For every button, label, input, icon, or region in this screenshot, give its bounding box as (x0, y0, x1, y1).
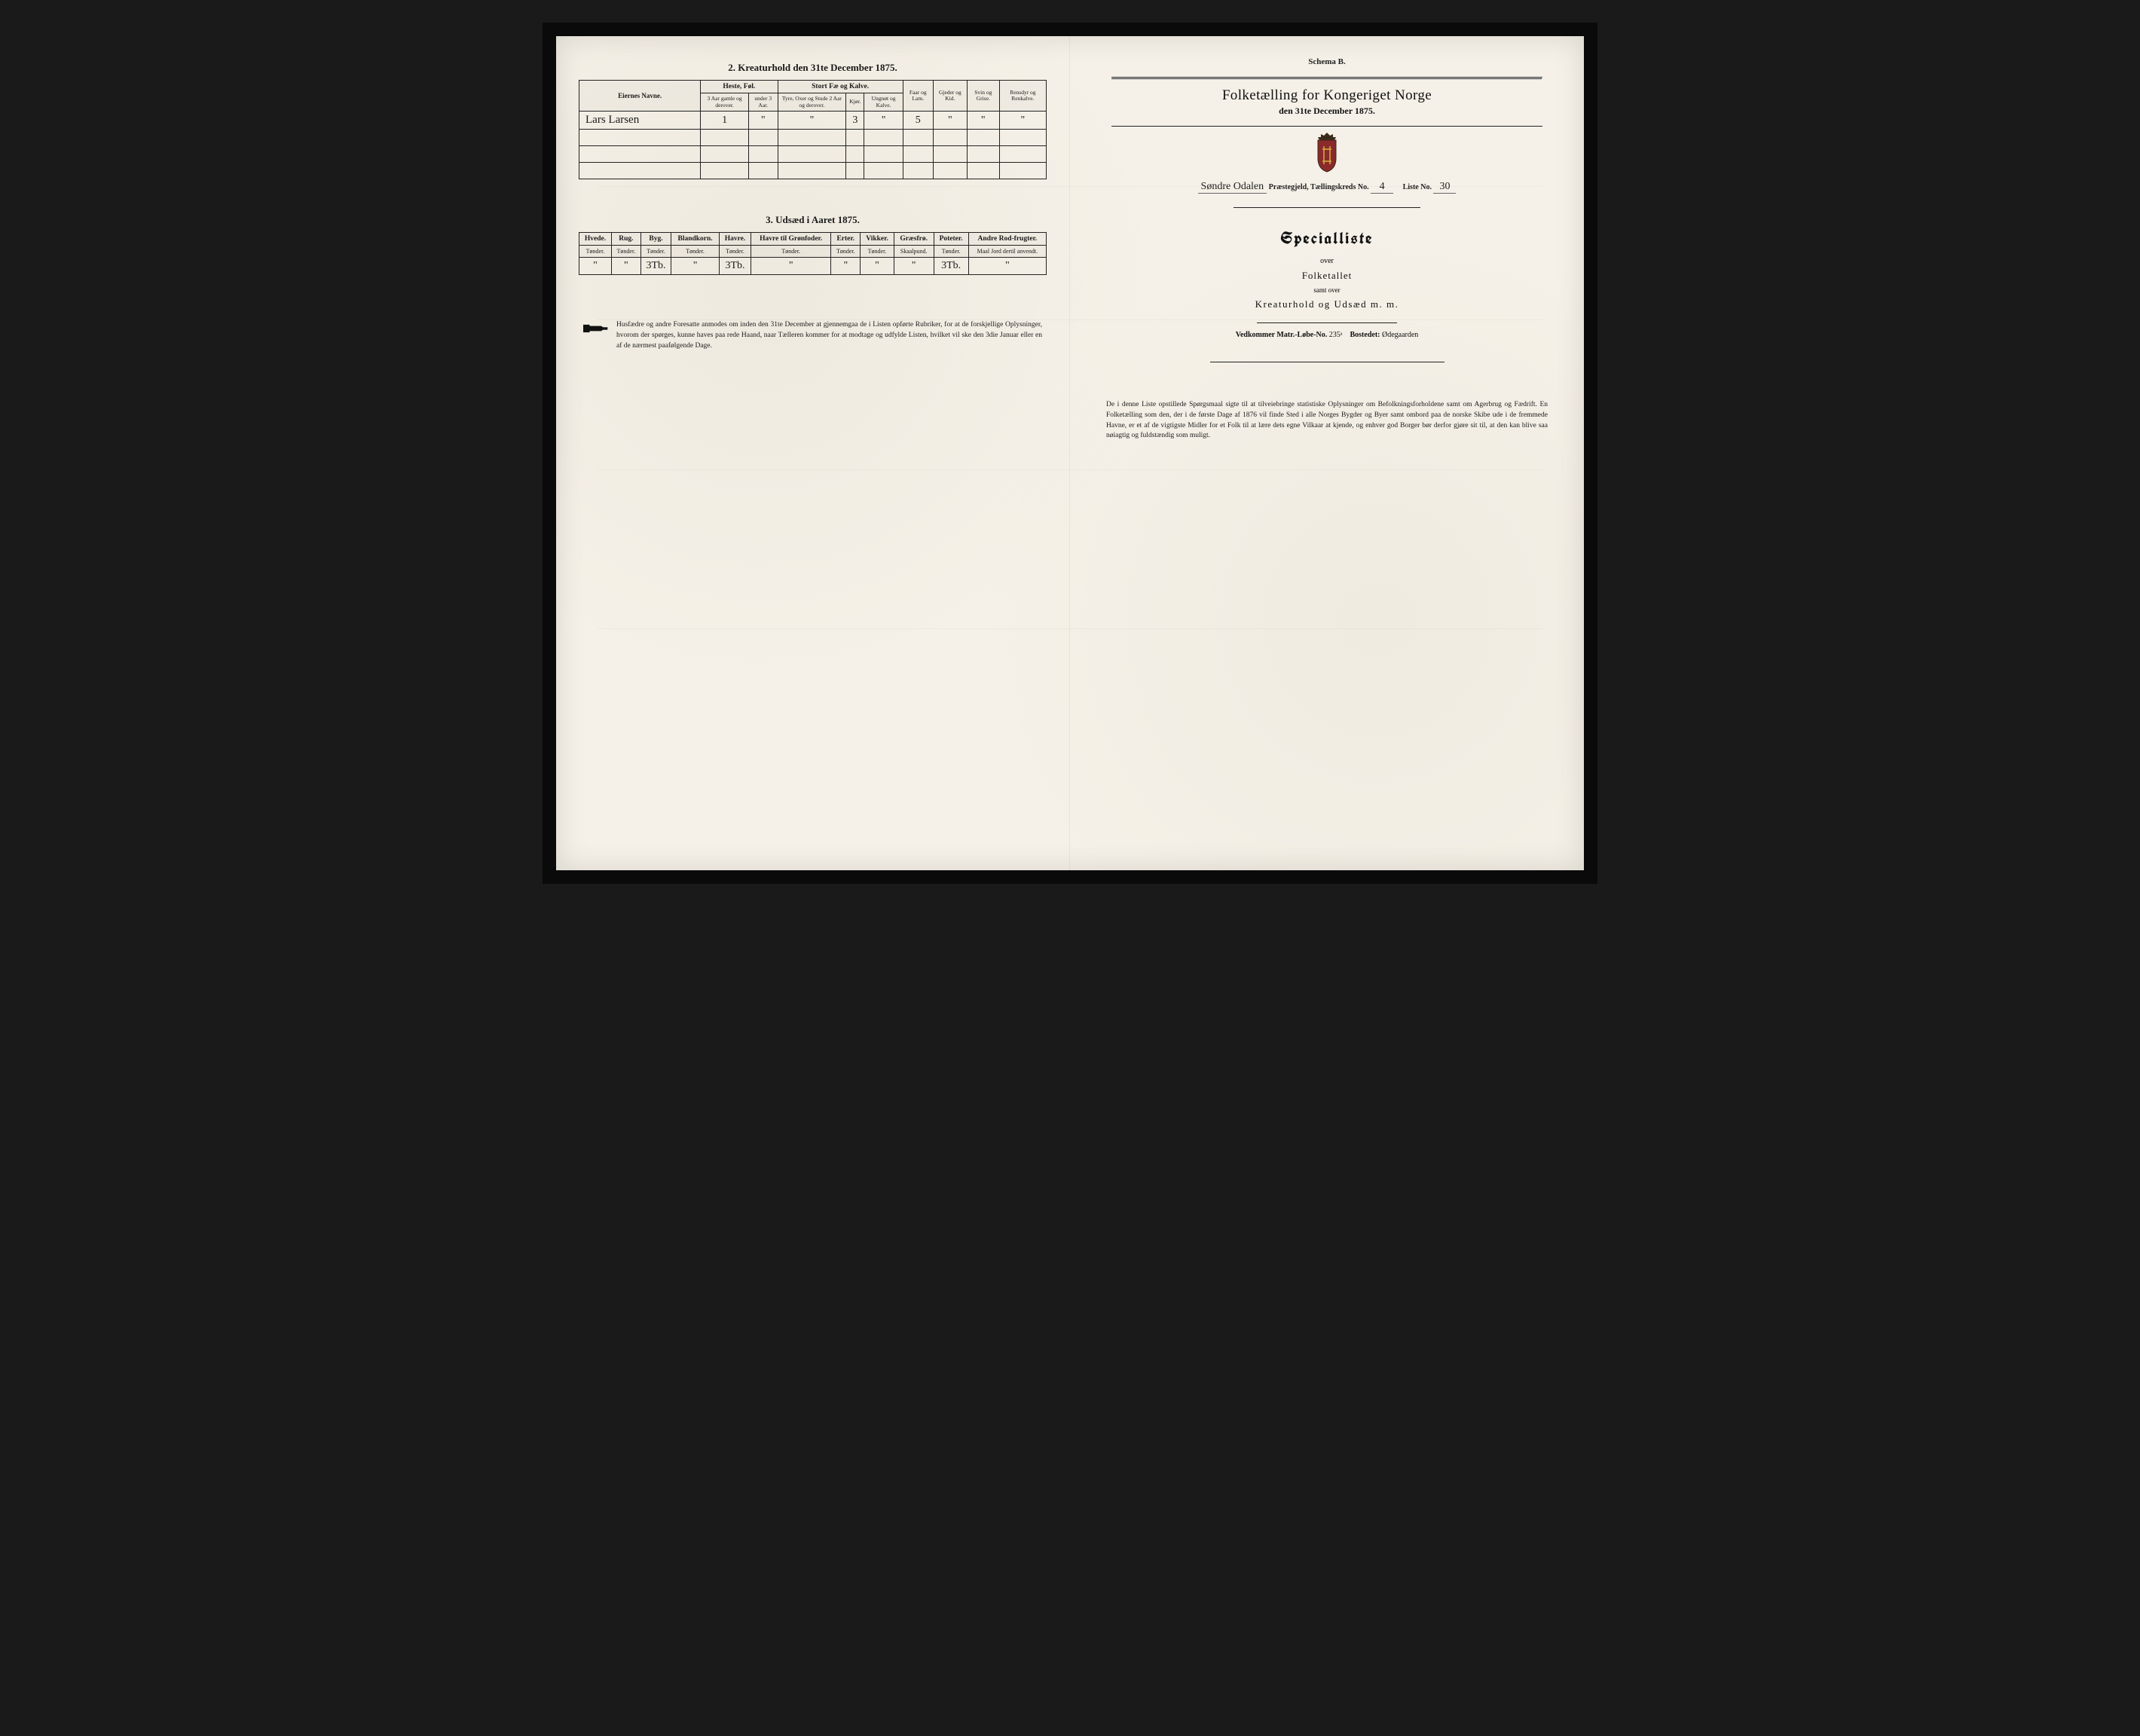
matr-no: 235ᵃ (1329, 331, 1343, 339)
col-reindeer: Rensdyr og Renkalve. (999, 81, 1046, 112)
col-cattle-group: Stort Fæ og Kalve. (778, 81, 903, 93)
col-goats: Gjeder og Kid. (933, 81, 967, 112)
right-page: Schema B. Folketælling for Kongeriget No… (1070, 36, 1584, 870)
unit: Tønder. (671, 246, 720, 258)
col-horses-3plus: 3 Aar gamle og derover. (701, 93, 749, 112)
table-row: " " 3Tb. " 3Tb. " " " " 3Tb. " (579, 258, 1047, 275)
col-owner: Eiernes Navne. (579, 81, 701, 112)
left-page: 2. Kreaturhold den 31te December 1875. E… (556, 36, 1070, 870)
col-peas: Erter. (831, 233, 861, 246)
cell: 3Tb. (640, 258, 671, 275)
col-barley: Byg. (640, 233, 671, 246)
owner-name: Lars Larsen (579, 112, 701, 130)
vedkommer-line: Vedkommer Matr.-Løbe-No. 235ᵃ Bostedet: … (1093, 331, 1561, 339)
col-cows: Kjør. (846, 93, 864, 112)
cell: 3 (846, 112, 864, 130)
cell: " (999, 112, 1046, 130)
census-subtitle: den 31te December 1875. (1093, 105, 1561, 117)
cell: " (894, 258, 934, 275)
section3-title: 3. Udsæd i Aaret 1875. (579, 214, 1047, 226)
left-footnote: Husfædre og andre Foresatte anmodes om i… (579, 320, 1047, 351)
cell: 5 (903, 112, 933, 130)
specialliste-heading: Specialliste (1093, 228, 1561, 249)
parish-line: Søndre Odalen Præstegjeld, Tællingskreds… (1093, 181, 1561, 194)
left-footnote-text: Husfædre og andre Foresatte anmodes om i… (616, 320, 1042, 351)
unit: Tønder. (719, 246, 751, 258)
col-bulls: Tyre, Oxer og Stude 2 Aar og derover. (778, 93, 846, 112)
cell: " (748, 112, 778, 130)
samt-over-label: samt over (1093, 286, 1561, 294)
table-row-blank (579, 163, 1047, 179)
rule (1234, 207, 1421, 208)
col-oats: Havre. (719, 233, 751, 246)
kreds-no: 4 (1371, 181, 1393, 194)
table-row: Lars Larsen 1 " " 3 " 5 " " " (579, 112, 1047, 130)
col-roots: Andre Rod-frugter. (968, 233, 1046, 246)
cell: " (751, 258, 831, 275)
col-sheep: Faar og Lam. (903, 81, 933, 112)
col-oats-green: Havre til Grønfoder. (751, 233, 831, 246)
col-pigs: Svin og Grise. (967, 81, 999, 112)
unit: Tønder. (751, 246, 831, 258)
liste-label: Liste No. (1403, 183, 1432, 191)
col-mixed: Blandkorn. (671, 233, 720, 246)
document-paper: 2. Kreaturhold den 31te December 1875. E… (556, 36, 1584, 870)
census-title: Folketælling for Kongeriget Norge (1093, 87, 1561, 104)
cell: " (671, 258, 720, 275)
table-row-blank (579, 146, 1047, 163)
folketallet-label: Folketallet (1093, 270, 1561, 282)
rule (1257, 322, 1398, 323)
cell: 3Tb. (719, 258, 751, 275)
livestock-table: Eiernes Navne. Heste, Føl. Stort Fæ og K… (579, 80, 1047, 179)
col-potatoes: Poteter. (934, 233, 968, 246)
cell: " (831, 258, 861, 275)
col-wheat: Hvede. (579, 233, 612, 246)
cell: 1 (701, 112, 749, 130)
schema-label: Schema B. (1093, 57, 1561, 66)
unit: Maal Jord dertil anvendt. (968, 246, 1046, 258)
section2-title: 2. Kreaturhold den 31te December 1875. (579, 62, 1047, 74)
unit: Skaalpund. (894, 246, 934, 258)
rule (1111, 77, 1542, 80)
unit: Tønder. (831, 246, 861, 258)
royal-crest-icon (1311, 131, 1343, 173)
col-rye: Rug. (611, 233, 640, 246)
over-label: over (1093, 257, 1561, 265)
cell: " (933, 112, 967, 130)
rule (1111, 126, 1542, 127)
unit: Tønder. (640, 246, 671, 258)
cell: " (611, 258, 640, 275)
cell: 3Tb. (934, 258, 968, 275)
parish-name: Søndre Odalen (1198, 181, 1267, 194)
matr-label: Vedkommer Matr.-Løbe-No. (1236, 331, 1328, 339)
seed-table: Hvede. Rug. Byg. Blandkorn. Havre. Havre… (579, 232, 1047, 275)
col-vetches: Vikker. (861, 233, 894, 246)
col-calves: Ungnøt og Kalve. (864, 93, 903, 112)
pointing-hand-icon (583, 320, 609, 337)
unit: Tønder. (579, 246, 612, 258)
col-horses-under3: under 3 Aar. (748, 93, 778, 112)
right-footnote: De i denne Liste opstillede Spørgsmaal s… (1093, 400, 1561, 442)
cell: " (968, 258, 1046, 275)
cell: " (864, 112, 903, 130)
col-horses-group: Heste, Føl. (701, 81, 778, 93)
cell: " (579, 258, 612, 275)
liste-no: 30 (1433, 181, 1456, 194)
scan-frame: 2. Kreaturhold den 31te December 1875. E… (543, 23, 1597, 884)
unit: Tønder. (861, 246, 894, 258)
kreatur-line: Kreaturhold og Udsæd m. m. (1093, 298, 1561, 310)
bosted-value: Ødegaarden (1382, 331, 1418, 339)
table-row-blank (579, 130, 1047, 146)
parish-label: Præstegjeld, Tællingskreds No. (1269, 183, 1369, 191)
cell: " (778, 112, 846, 130)
unit: Tønder. (611, 246, 640, 258)
cell: " (861, 258, 894, 275)
col-grass-seed: Græsfrø. (894, 233, 934, 246)
bosted-label: Bostedet: (1350, 331, 1380, 339)
cell: " (967, 112, 999, 130)
unit: Tønder. (934, 246, 968, 258)
